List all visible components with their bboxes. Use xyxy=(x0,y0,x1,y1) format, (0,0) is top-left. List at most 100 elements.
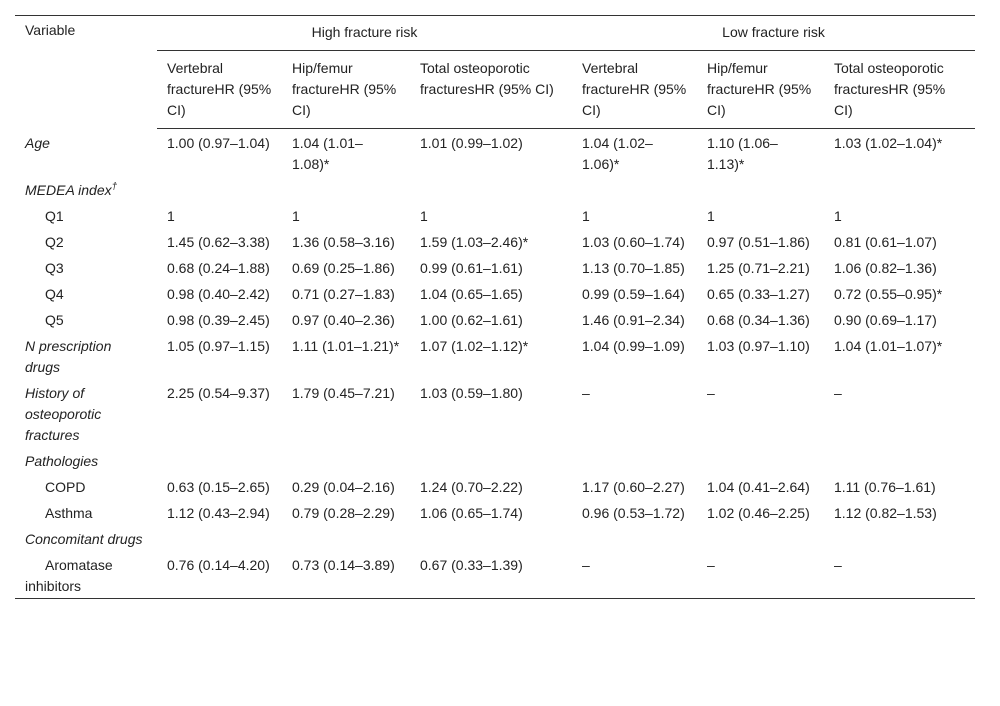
cell: 1.04 (1.01–1.07)* xyxy=(834,338,943,354)
label-text: History of osteoporotic fractures xyxy=(25,385,102,443)
column-header: Total osteoporotic fracturesHR (95% CI) xyxy=(410,50,572,129)
section-row: N prescription drugs 1.05 (0.97–1.15) 1.11… xyxy=(15,332,975,379)
sub-row: Asthma 1.12 (0.43–2.94) 0.79 (0.28–2.29) 1.… xyxy=(15,499,975,525)
group-header: Low fracture risk xyxy=(572,15,976,51)
group-header: High fracture risk xyxy=(157,15,572,51)
cell: 1.04 (0.65–1.65) xyxy=(420,286,523,302)
cell: 1.25 (0.71–2.21) xyxy=(707,260,810,276)
cell: 1 xyxy=(582,208,590,224)
cell: 0.63 (0.15–2.65) xyxy=(167,479,270,495)
row-label: Q5 xyxy=(45,312,64,328)
cell: 1.03 (0.60–1.74) xyxy=(582,234,685,250)
cell: 1.04 (1.02–1.06)* xyxy=(582,135,653,172)
empty-cell xyxy=(157,176,975,202)
sub-row: Q1 1 1 1 1 1 1 xyxy=(15,202,975,228)
cell: 1.11 (0.76–1.61) xyxy=(834,479,936,495)
cell: – xyxy=(582,557,590,573)
variable-header: Variable xyxy=(25,22,76,38)
cell: 0.67 (0.33–1.39) xyxy=(420,557,523,573)
cell: 1.00 (0.62–1.61) xyxy=(420,312,523,328)
cell: 1.10 (1.06–1.13)* xyxy=(707,135,778,172)
cell: 1 xyxy=(167,208,175,224)
cell: – xyxy=(707,557,715,573)
cell: 0.71 (0.27–1.83) xyxy=(292,286,395,302)
cell: 1.17 (0.60–2.27) xyxy=(582,479,685,495)
section-label: Age xyxy=(15,129,157,177)
section-label: History of osteoporotic fractures xyxy=(15,379,157,447)
cell: 1.24 (0.70–2.22) xyxy=(420,479,523,495)
cell: 1.04 (0.41–2.64) xyxy=(707,479,810,495)
results-table: Variable High fracture risk Low fracture r… xyxy=(15,15,976,599)
cell: 1.06 (0.65–1.74) xyxy=(420,505,523,521)
label-text: MEDEA index xyxy=(25,182,112,198)
cell: 1 xyxy=(707,208,715,224)
table-head: Variable High fracture risk Low fracture r… xyxy=(15,15,976,129)
section-row: History of osteoporotic fractures 2.25 (0… xyxy=(15,379,975,447)
row-label: Asthma xyxy=(45,505,93,521)
cell: 1.36 (0.58–3.16) xyxy=(292,234,395,250)
section-row: Pathologies xyxy=(15,447,975,473)
cell: 0.69 (0.25–1.86) xyxy=(292,260,395,276)
label-text: Age xyxy=(25,134,50,151)
cell: 0.81 (0.61–1.07) xyxy=(834,234,937,250)
cell: 1.11 (1.01–1.21)* xyxy=(292,338,400,354)
cell: 0.98 (0.39–2.45) xyxy=(167,312,270,328)
cell: 1.45 (0.62–3.38) xyxy=(167,234,270,250)
cell: 1.59 (1.03–2.46)* xyxy=(420,234,529,250)
cell: 0.65 (0.33–1.27) xyxy=(707,286,810,302)
cell: 1.01 (0.99–1.02) xyxy=(420,135,523,151)
cell: 1.12 (0.43–2.94) xyxy=(167,505,270,521)
column-header: Vertebral fractureHR (95% CI) xyxy=(572,50,697,129)
section-row: Concomitant drugs xyxy=(15,525,975,551)
cell: 1.13 (0.70–1.85) xyxy=(582,260,685,276)
cell: – xyxy=(582,385,590,401)
sub-row: Q3 0.68 (0.24–1.88) 0.69 (0.25–1.86) 0.99 (… xyxy=(15,254,975,280)
cell: 0.98 (0.40–2.42) xyxy=(167,286,270,302)
cell: 1.06 (0.82–1.36) xyxy=(834,260,937,276)
cell: 1.79 (0.45–7.21) xyxy=(292,385,395,401)
row-label: Aromatase inhibitors xyxy=(25,557,113,594)
cell: 1.46 (0.91–2.34) xyxy=(582,312,685,328)
cell: 1 xyxy=(834,208,842,224)
column-header: Total osteoporotic fracturesHR (95% CI) xyxy=(824,50,976,129)
row-label: Q1 xyxy=(45,208,64,224)
cell: 1.12 (0.82–1.53) xyxy=(834,505,937,521)
sub-row: Q4 0.98 (0.40–2.42) 0.71 (0.27–1.83) 1.04 (… xyxy=(15,280,975,306)
section-row: MEDEA index† xyxy=(15,176,975,202)
cell: 1 xyxy=(420,208,428,224)
group-header-row: Variable High fracture risk Low fracture r… xyxy=(15,15,976,51)
cell: 2.25 (0.54–9.37) xyxy=(167,385,270,401)
empty-cell xyxy=(157,447,975,473)
row-label: Q3 xyxy=(45,260,64,276)
row-label: COPD xyxy=(45,479,86,495)
cell: 1.04 (1.01–1.08)* xyxy=(292,135,363,172)
label-text: Concomitant drugs xyxy=(25,531,143,547)
section-label: Pathologies xyxy=(15,447,157,473)
sub-row: Q5 0.98 (0.39–2.45) 0.97 (0.40–2.36) 1.00 (… xyxy=(15,306,975,332)
cell: 0.68 (0.34–1.36) xyxy=(707,312,810,328)
cell: 0.99 (0.61–1.61) xyxy=(420,260,523,276)
cell: 0.73 (0.14–3.89) xyxy=(292,557,395,573)
sub-row: Q2 1.45 (0.62–3.38) 1.36 (0.58–3.16) 1.59 (… xyxy=(15,228,975,254)
cell: 1.03 (1.02–1.04)* xyxy=(834,135,943,151)
cell: 0.68 (0.24–1.88) xyxy=(167,260,270,276)
section-label: Concomitant drugs xyxy=(15,525,157,551)
column-header: Hip/femur fractureHR (95% CI) xyxy=(697,50,824,129)
table-body: Age 1.00 (0.97–1.04) 1.04 (1.01–1.08)* 1.01… xyxy=(15,129,975,599)
subheader-row: Vertebral fractureHR (95% CI) Hip/femur f… xyxy=(15,50,976,129)
cell: – xyxy=(834,385,842,401)
cell: 0.79 (0.28–2.29) xyxy=(292,505,395,521)
row-label: Q2 xyxy=(45,234,64,250)
cell: 1.02 (0.46–2.25) xyxy=(707,505,810,521)
cell: 0.29 (0.04–2.16) xyxy=(292,479,395,495)
cell: 1.04 (0.99–1.09) xyxy=(582,338,685,354)
label-text: Pathologies xyxy=(25,453,99,469)
sub-row: COPD 0.63 (0.15–2.65) 0.29 (0.04–2.16) 1.24… xyxy=(15,473,975,499)
cell: 1.05 (0.97–1.15) xyxy=(167,338,270,354)
cell: 0.99 (0.59–1.64) xyxy=(582,286,685,302)
cell: 1.07 (1.02–1.12)* xyxy=(420,338,529,354)
cell: 1.00 (0.97–1.04) xyxy=(167,135,270,151)
section-label: MEDEA index† xyxy=(15,176,157,202)
cell: 1.03 (0.59–1.80) xyxy=(420,385,523,401)
